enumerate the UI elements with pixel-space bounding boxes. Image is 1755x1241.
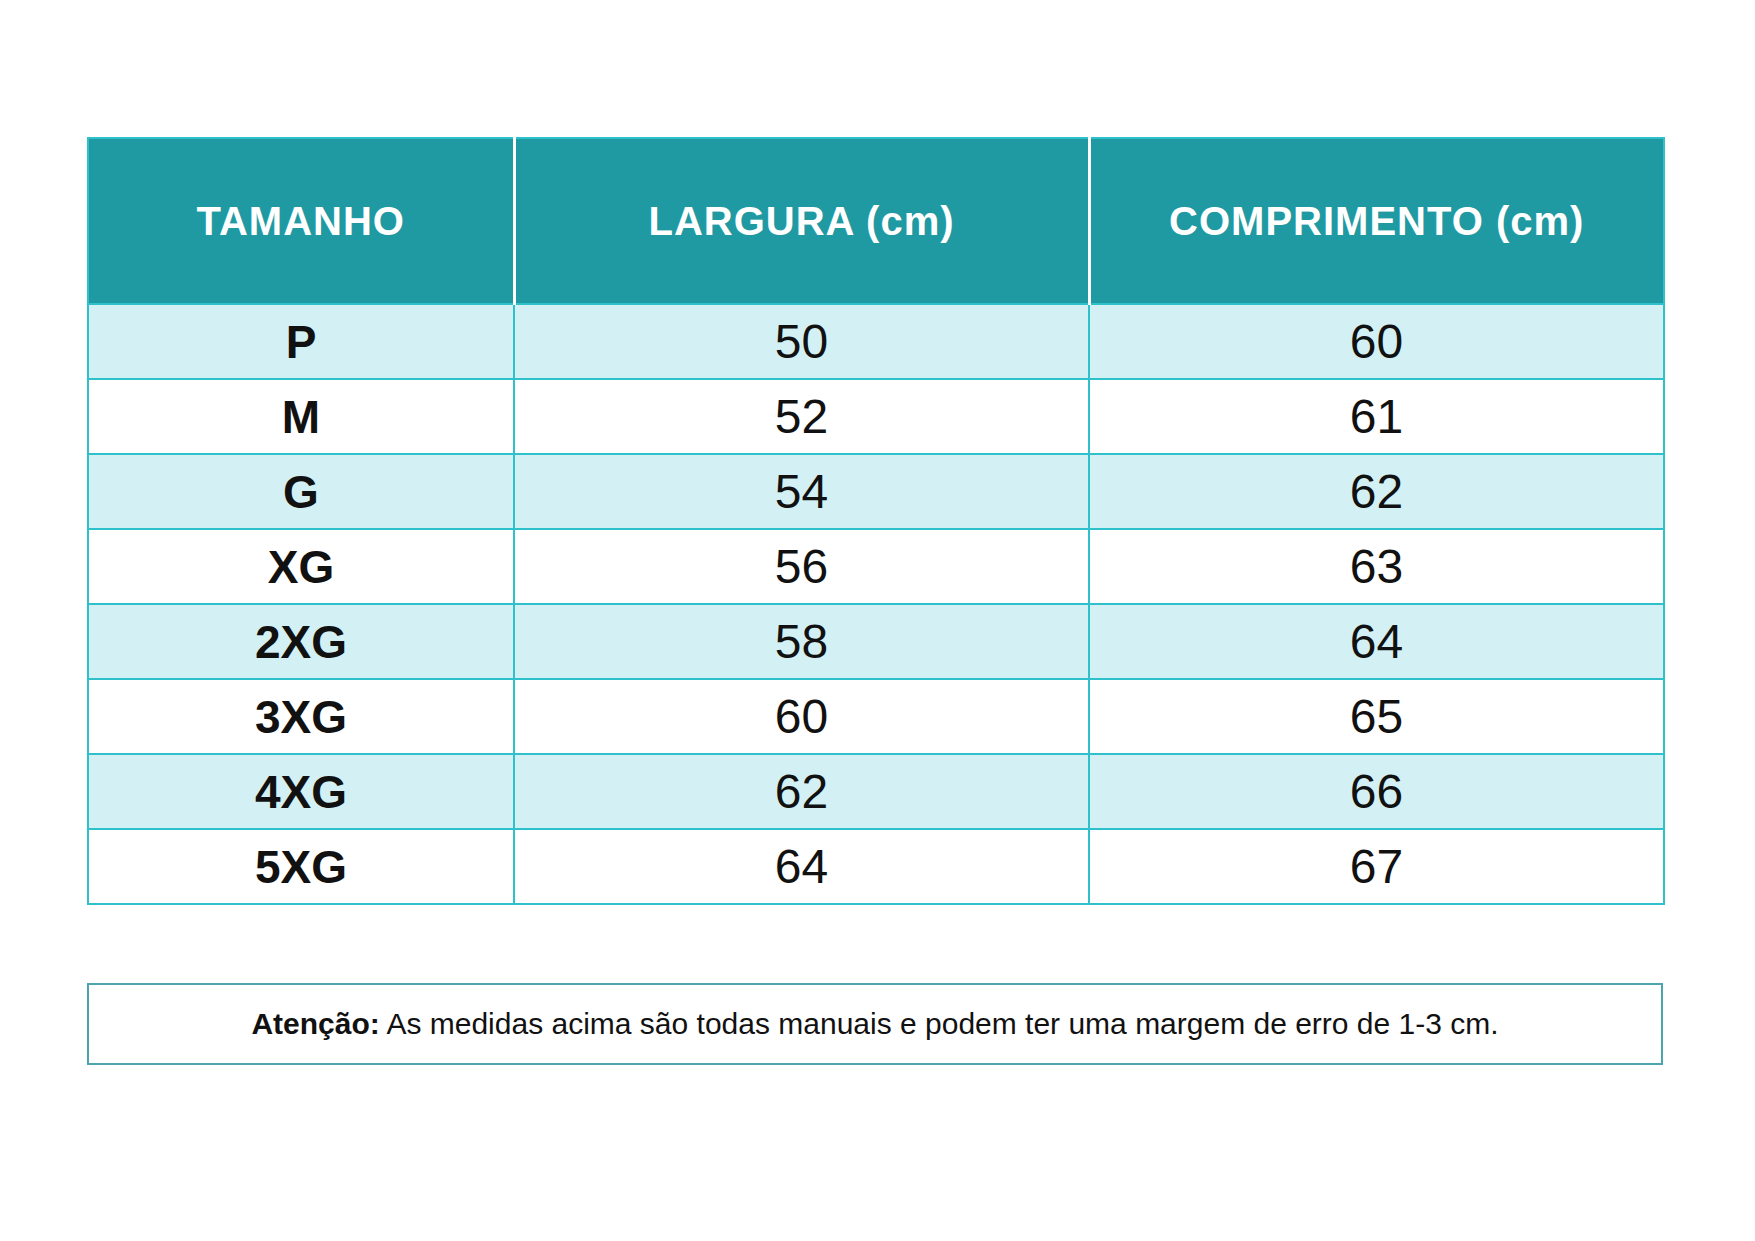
table-row: 2XG 58 64 — [88, 604, 1664, 679]
largura-cell: 60 — [514, 679, 1089, 754]
largura-cell: 52 — [514, 379, 1089, 454]
size-chart-header: TAMANHO LARGURA (cm) COMPRIMENTO (cm) — [88, 138, 1664, 304]
comprimento-cell: 64 — [1089, 604, 1664, 679]
size-cell: P — [88, 304, 514, 379]
table-row: 4XG 62 66 — [88, 754, 1664, 829]
table-row: XG 56 63 — [88, 529, 1664, 604]
header-cell-comprimento: COMPRIMENTO (cm) — [1089, 138, 1664, 304]
size-chart-table: TAMANHO LARGURA (cm) COMPRIMENTO (cm) P … — [87, 137, 1665, 905]
header-cell-largura: LARGURA (cm) — [514, 138, 1089, 304]
largura-cell: 64 — [514, 829, 1089, 904]
comprimento-cell: 65 — [1089, 679, 1664, 754]
size-chart-page: TAMANHO LARGURA (cm) COMPRIMENTO (cm) P … — [0, 0, 1755, 1241]
comprimento-cell: 67 — [1089, 829, 1664, 904]
table-row: M 52 61 — [88, 379, 1664, 454]
largura-cell: 54 — [514, 454, 1089, 529]
size-cell: 3XG — [88, 679, 514, 754]
comprimento-cell: 63 — [1089, 529, 1664, 604]
note-text: As medidas acima são todas manuais e pod… — [380, 1007, 1499, 1041]
comprimento-cell: 60 — [1089, 304, 1664, 379]
size-cell: 2XG — [88, 604, 514, 679]
size-cell: 5XG — [88, 829, 514, 904]
comprimento-cell: 61 — [1089, 379, 1664, 454]
size-cell: 4XG — [88, 754, 514, 829]
largura-cell: 58 — [514, 604, 1089, 679]
size-cell: M — [88, 379, 514, 454]
comprimento-cell: 62 — [1089, 454, 1664, 529]
largura-cell: 56 — [514, 529, 1089, 604]
size-cell: XG — [88, 529, 514, 604]
table-row: 3XG 60 65 — [88, 679, 1664, 754]
table-row: P 50 60 — [88, 304, 1664, 379]
measurement-note: Atenção: As medidas acima são todas manu… — [87, 983, 1663, 1065]
table-row: 5XG 64 67 — [88, 829, 1664, 904]
comprimento-cell: 66 — [1089, 754, 1664, 829]
header-cell-tamanho: TAMANHO — [88, 138, 514, 304]
note-label: Atenção: — [251, 1007, 379, 1041]
largura-cell: 50 — [514, 304, 1089, 379]
largura-cell: 62 — [514, 754, 1089, 829]
table-row: G 54 62 — [88, 454, 1664, 529]
header-row: TAMANHO LARGURA (cm) COMPRIMENTO (cm) — [88, 138, 1664, 304]
size-cell: G — [88, 454, 514, 529]
size-chart-body: P 50 60 M 52 61 G 54 62 XG 56 63 2XG 58 — [88, 304, 1664, 904]
